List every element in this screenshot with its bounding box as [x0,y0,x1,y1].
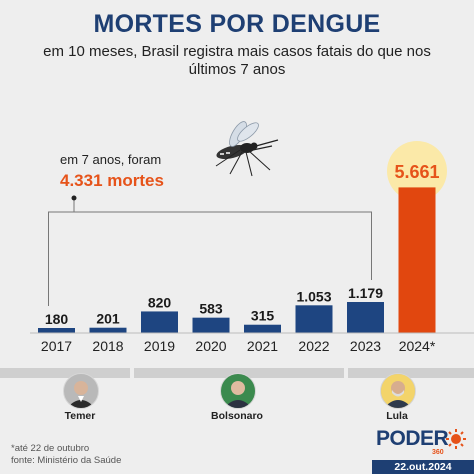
mosquito-icon [215,121,279,177]
bar [38,328,75,333]
data-label: 201 [96,311,120,327]
bar [89,327,127,333]
bars-group: 180 2017 201 2018 820 2019 583 2020 315 2021 1.053… [30,141,474,354]
annotation-line1: em 7 anos, foram [60,152,161,167]
bar [347,302,384,333]
highlight-glow [387,141,447,201]
data-label: 180 [45,311,69,327]
bracket-dot [71,195,77,201]
x-tick-label: 2023 [350,338,381,354]
x-tick-label: 2018 [92,338,123,354]
bar [192,317,230,333]
lula-term-band [348,368,474,378]
x-tick-label: 2019 [144,338,175,354]
footnote-note: *até 22 de outubro [11,443,90,454]
logo-sub: 360 [432,449,444,456]
data-label: 1.179 [348,285,383,301]
bar [398,187,436,333]
x-tick-label: 2017 [41,338,72,354]
temer-photo [63,373,99,409]
bar [141,311,178,333]
data-label: 1.053 [296,288,331,304]
page-title: MORTES POR DENGUE [93,10,381,38]
x-tick-label: 2024* [399,338,436,354]
x-tick-label: 2022 [298,338,329,354]
bar-chart: 180 2017 201 2018 820 2019 583 2020 315 2021 1.053… [30,121,474,354]
data-label: 820 [148,294,172,310]
data-label: 315 [251,308,275,324]
bolsonaro-photo [220,373,256,409]
x-tick-label: 2020 [195,338,226,354]
annotation-line2: 4.331 mortes [60,171,164,190]
lula-photo [380,373,416,409]
politician-name: Lula [386,410,408,422]
publication-date: 22.out.2024 [372,460,474,474]
bracket-line [48,211,372,306]
poder360-logo: PODER 360 [376,427,466,457]
footnote: *até 22 de outubro fonte: Ministério da … [11,443,121,466]
logo-text: PODER [376,427,449,450]
sun-icon [446,429,466,449]
politician-name: Bolsonaro [211,410,263,422]
politician-name: Temer [64,410,96,422]
data-label: 5.661 [394,162,439,182]
page-subtitle: em 10 meses, Brasil registra mais casos … [43,43,431,78]
bar [244,324,281,333]
bar [295,305,333,333]
data-label: 583 [199,301,223,317]
footnote-source: fonte: Ministério da Saúde [11,454,122,466]
x-tick-label: 2021 [247,338,278,354]
temer-term-band [0,368,130,378]
